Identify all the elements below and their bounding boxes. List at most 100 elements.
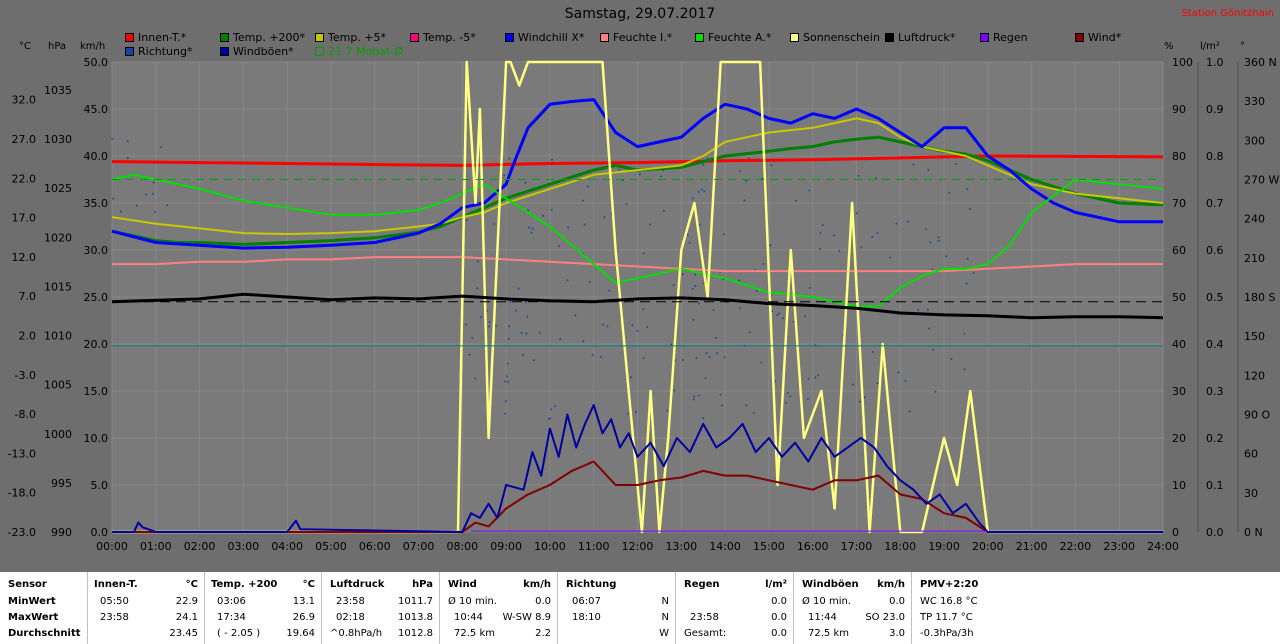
series-sonnenschein-line bbox=[112, 60, 1163, 534]
legend-swatch bbox=[125, 47, 134, 56]
direction-dot bbox=[527, 209, 530, 212]
legend-label: Wind* bbox=[1088, 31, 1122, 44]
direction-dot bbox=[720, 404, 723, 407]
legend-swatch bbox=[695, 33, 704, 42]
direction-dot bbox=[528, 226, 531, 229]
direction-dot bbox=[673, 389, 676, 392]
x-tick-label: 02:00 bbox=[184, 540, 216, 553]
x-tick-label: 24:00 bbox=[1147, 540, 1179, 553]
rain-tick-label: 0.9 bbox=[1206, 103, 1224, 116]
legend-swatch bbox=[1075, 33, 1084, 42]
direction-dot bbox=[151, 192, 154, 195]
wind-min-label: Ø 10 min. bbox=[448, 596, 497, 607]
direction-dot bbox=[583, 223, 586, 226]
legend-item: Temp. +5* bbox=[315, 31, 386, 44]
richtung-max-value: N bbox=[661, 612, 669, 623]
regen-total-label: Gesamt: bbox=[684, 628, 727, 639]
direction-dot bbox=[778, 312, 781, 315]
innen-max-time: 23:58 bbox=[100, 612, 129, 623]
series-wind-line bbox=[112, 460, 1163, 533]
x-tick-label: 08:00 bbox=[446, 540, 478, 553]
x-tick-label: 15:00 bbox=[753, 540, 785, 553]
unit-degree: ° bbox=[1240, 41, 1245, 52]
direction-dot bbox=[752, 411, 755, 414]
direction-dot bbox=[471, 336, 474, 339]
unit-hpa: hPa bbox=[48, 41, 67, 52]
legend-label: Richtung* bbox=[138, 45, 193, 58]
hpa-tick-label: 995 bbox=[51, 477, 72, 490]
direction-dot bbox=[631, 324, 634, 327]
legend-item: 21.7 Monat-Ø bbox=[315, 45, 403, 58]
col-pmv: PMV+2:20 WC 16.8 °C TP 11.7 °C -0.3hPa/3… bbox=[912, 572, 1030, 644]
station-name: Station Gönitzhain bbox=[1181, 8, 1274, 19]
pct-tick-label: 50 bbox=[1172, 291, 1186, 304]
direction-dot bbox=[591, 354, 594, 357]
x-tick-label: 07:00 bbox=[403, 540, 435, 553]
kmh-tick-label: 45.0 bbox=[84, 103, 109, 116]
kmh-tick-label: 50.0 bbox=[84, 56, 109, 69]
direction-dot bbox=[819, 247, 822, 250]
luftdruck-trend: ^0.8hPa/h bbox=[330, 628, 383, 639]
direction-dot bbox=[972, 272, 975, 275]
legend-item: Windböen* bbox=[220, 45, 294, 58]
legend-item: Feuchte A.* bbox=[695, 31, 771, 44]
temp200-max-time: 17:34 bbox=[217, 612, 246, 623]
direction-dot bbox=[526, 315, 529, 318]
unit-celsius: °C bbox=[19, 41, 31, 52]
temp-tick-label: 2.0 bbox=[19, 330, 37, 343]
series-temp-5-line bbox=[111, 117, 1164, 235]
hpa-tick-label: 1010 bbox=[44, 330, 72, 343]
x-tick-label: 14:00 bbox=[709, 540, 741, 553]
direction-dot bbox=[642, 308, 645, 311]
direction-dot bbox=[559, 338, 562, 341]
direction-dot bbox=[549, 408, 552, 411]
legend-swatch bbox=[315, 47, 324, 56]
deg-tick-label: 30 bbox=[1244, 487, 1258, 500]
direction-dot bbox=[692, 398, 695, 401]
innen-unit: °C bbox=[185, 579, 198, 590]
direction-dot bbox=[468, 353, 471, 356]
regen-max-value: 0.0 bbox=[771, 612, 787, 623]
deg-tick-label: 270 W bbox=[1244, 174, 1279, 187]
legend-label: Windchill X* bbox=[518, 31, 585, 44]
direction-dot bbox=[832, 234, 835, 237]
direction-dot bbox=[968, 207, 971, 210]
direction-dot bbox=[944, 255, 947, 258]
deg-tick-label: 180 S bbox=[1244, 291, 1275, 304]
direction-dot bbox=[688, 241, 691, 244]
windboeen-min-label: Ø 10 min. bbox=[802, 596, 851, 607]
direction-dot bbox=[817, 373, 820, 376]
direction-dot bbox=[504, 380, 507, 383]
legend-label: Temp. +200* bbox=[233, 31, 306, 44]
wind-max-value: W-SW 8.9 bbox=[502, 612, 551, 623]
direction-dot bbox=[697, 190, 700, 193]
direction-dot bbox=[493, 223, 496, 226]
wind-max-time: 10:44 bbox=[454, 612, 483, 623]
legend-swatch bbox=[790, 33, 799, 42]
direction-dot bbox=[670, 343, 673, 346]
direction-dot bbox=[465, 323, 468, 326]
direction-dot bbox=[625, 203, 628, 206]
kmh-tick-label: 5.0 bbox=[91, 479, 109, 492]
summary-table: Sensor MinWert MaxWert Durchschnitt Inne… bbox=[0, 572, 1280, 644]
direction-dot bbox=[965, 282, 968, 285]
deg-tick-label: 0 N bbox=[1244, 526, 1263, 539]
deg-tick-label: 210 bbox=[1244, 252, 1265, 265]
direction-dot bbox=[776, 314, 779, 317]
direction-dot bbox=[702, 163, 705, 166]
hpa-tick-label: 1030 bbox=[44, 133, 72, 146]
col-temp200: Temp. +200 °C 03:06 13.1 17:34 26.9 ( - … bbox=[205, 572, 322, 644]
direction-dot bbox=[152, 181, 155, 184]
direction-dot bbox=[503, 174, 506, 177]
direction-dot bbox=[691, 197, 694, 200]
direction-dot bbox=[712, 309, 715, 312]
kmh-tick-label: 10.0 bbox=[84, 432, 109, 445]
rain-tick-label: 0.1 bbox=[1206, 479, 1224, 492]
x-tick-label: 12:00 bbox=[622, 540, 654, 553]
x-tick-label: 16:00 bbox=[797, 540, 829, 553]
direction-dot bbox=[603, 216, 606, 219]
direction-dot bbox=[781, 317, 784, 320]
x-tick-label: 13:00 bbox=[665, 540, 697, 553]
unit-kmh: km/h bbox=[80, 41, 106, 52]
legend-label: Windböen* bbox=[233, 45, 294, 58]
